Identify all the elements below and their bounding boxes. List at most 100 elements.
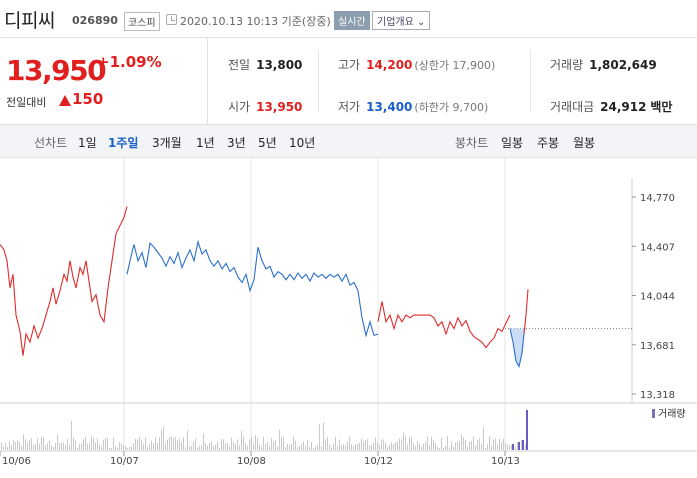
volume-bar (499, 438, 500, 450)
volume-bar (347, 441, 348, 450)
period-1y[interactable]: 1년 (196, 136, 215, 150)
volume-bar (341, 445, 342, 450)
stat-low-value: 13,400 (366, 100, 413, 114)
volume-bar (255, 434, 256, 450)
volume-bar (343, 444, 344, 450)
realtime-button[interactable]: 실시간 (334, 11, 370, 30)
volume-bar (133, 443, 134, 450)
volume-bar (41, 436, 42, 450)
volume-bar (475, 445, 476, 450)
volume-bar (345, 444, 346, 450)
volume-bar (447, 436, 448, 450)
period-5y[interactable]: 5년 (258, 136, 277, 150)
volume-bar (237, 439, 238, 450)
company-info-button[interactable]: 기업개요 ⌄ (372, 11, 431, 30)
x-tick-label: 10/08 (237, 456, 266, 467)
volume-bar (159, 437, 160, 450)
volume-legend: 거래량 (658, 408, 686, 420)
volume-bar (21, 445, 22, 450)
volume-bar (29, 439, 30, 450)
stat-low-label: 저가 (338, 100, 361, 114)
y-tick-label: 13,318 (640, 390, 675, 401)
up-triangle-icon (59, 95, 71, 106)
volume-bar (15, 442, 16, 450)
volume-bar (283, 437, 284, 450)
volume-bar (219, 447, 220, 450)
volume-bar (37, 438, 38, 450)
stat-amount: 거래대금 24,912 백만 (550, 98, 672, 115)
price-diff-pct-wrap: +1.09% (97, 52, 162, 71)
volume-bar (7, 447, 8, 450)
volume-bar (483, 427, 484, 450)
period-3m[interactable]: 3개월 (152, 136, 182, 150)
chart-controls: 선차트 1일 1주일 3개월 1년 3년 5년 10년 봉차트 일봉 주봉 월봉 (0, 124, 697, 158)
stat-volume-label: 거래량 (550, 58, 584, 72)
volume-bar (189, 446, 190, 450)
volume-bar (89, 442, 90, 450)
volume-bar (59, 442, 60, 450)
divider (530, 50, 531, 112)
volume-bar (85, 436, 86, 450)
volume-bar (141, 440, 142, 450)
period-3y[interactable]: 3년 (227, 136, 246, 150)
volume-bar (487, 444, 488, 450)
upper-limit: (상한가 17,900) (414, 59, 496, 72)
volume-bar (179, 438, 180, 450)
period-1d[interactable]: 1일 (78, 136, 97, 150)
volume-bar (401, 439, 402, 450)
volume-bar (27, 442, 28, 450)
market-badge: 코스피 (124, 12, 160, 31)
volume-bar (355, 444, 356, 450)
volume-bar (105, 437, 106, 450)
volume-bar (135, 438, 136, 450)
volume-bar (461, 434, 462, 450)
period-1w[interactable]: 1주일 (108, 136, 139, 150)
volume-bar (315, 446, 316, 450)
volume-bar (147, 447, 148, 450)
volume-bar (65, 444, 66, 450)
volume-bar (277, 446, 278, 450)
volume-bar (23, 434, 24, 450)
series-line-blue (509, 328, 525, 369)
candle-week[interactable]: 주봉 (537, 136, 560, 150)
stat-open-value: 13,950 (256, 100, 303, 114)
volume-bar (311, 442, 312, 450)
volume-bar-current (512, 444, 514, 450)
volume-bar (247, 445, 248, 450)
volume-bar (35, 444, 36, 450)
candle-day[interactable]: 일봉 (501, 136, 524, 150)
divider (318, 50, 319, 112)
volume-bar (157, 442, 158, 450)
timestamp: 2020.10.13 10:13 기준(장중) (180, 15, 331, 28)
volume-bar (149, 444, 150, 450)
volume-bar (215, 444, 216, 450)
volume-bar (49, 440, 50, 450)
volume-bar (303, 441, 304, 450)
volume-bar (83, 439, 84, 450)
stat-high: 고가 14,200 (상한가 17,900) (338, 56, 495, 73)
volume-bar (525, 445, 526, 450)
volume-bar (319, 424, 320, 450)
volume-bar (455, 442, 456, 450)
volume-bar (425, 441, 426, 450)
volume-bar (325, 438, 326, 450)
volume-bar (223, 439, 224, 450)
volume-bar (471, 441, 472, 450)
volume-bar (427, 436, 428, 450)
volume-bar (217, 441, 218, 450)
candle-month[interactable]: 월봉 (573, 136, 596, 150)
volume-bar (299, 446, 300, 450)
volume-bar (111, 447, 112, 450)
volume-bar (51, 445, 52, 450)
chart-grid (0, 158, 697, 452)
period-10y[interactable]: 10년 (289, 136, 316, 150)
volume-bar (331, 447, 332, 450)
volume-bar (63, 442, 64, 450)
volume-bar (47, 443, 48, 450)
y-axis-ticks: 14,770 14,407 14,044 13,681 13,318 (632, 193, 675, 401)
volume-bar (477, 439, 478, 450)
volume-bar-current (522, 440, 524, 450)
volume-bar (137, 439, 138, 450)
volume-bar (389, 444, 390, 450)
